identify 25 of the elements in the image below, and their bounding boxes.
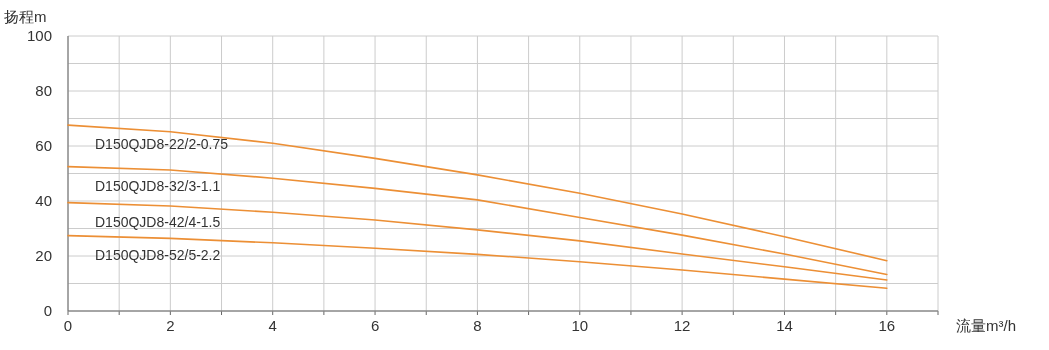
- line-series: [67, 165, 888, 276]
- x-tick-label: 2: [166, 317, 175, 334]
- y-tick-label: 80: [35, 82, 52, 99]
- x-axis-title: 流量m³/h: [956, 317, 1016, 334]
- x-tick-label: 8: [473, 317, 482, 334]
- x-tick-label: 14: [776, 317, 793, 334]
- y-axis-title: 扬程m: [4, 8, 47, 25]
- line-series: [67, 124, 888, 262]
- series-label: D150QJD8-42/4-1.5: [95, 213, 221, 230]
- line-series: [67, 201, 888, 281]
- series-label: D150QJD8-32/3-1.1: [95, 177, 221, 194]
- y-tick-label: 60: [35, 137, 52, 154]
- y-tick-label: 100: [26, 27, 52, 44]
- y-tick-label: 20: [35, 247, 52, 264]
- y-tick-label: 40: [35, 192, 52, 209]
- x-tick-label: 0: [63, 317, 73, 334]
- series-label: D150QJD8-52/5-2.2: [95, 246, 221, 263]
- x-tick-label: 6: [370, 317, 380, 334]
- line-series: [67, 234, 888, 289]
- x-tick-label: 12: [673, 317, 691, 334]
- x-tick-label: 10: [571, 317, 589, 334]
- y-tick-label: 0: [43, 302, 52, 319]
- x-tick-label: 16: [878, 317, 896, 334]
- series-label: D150QJD8-22/2-0.75: [95, 136, 229, 153]
- x-tick-label: 4: [268, 317, 277, 334]
